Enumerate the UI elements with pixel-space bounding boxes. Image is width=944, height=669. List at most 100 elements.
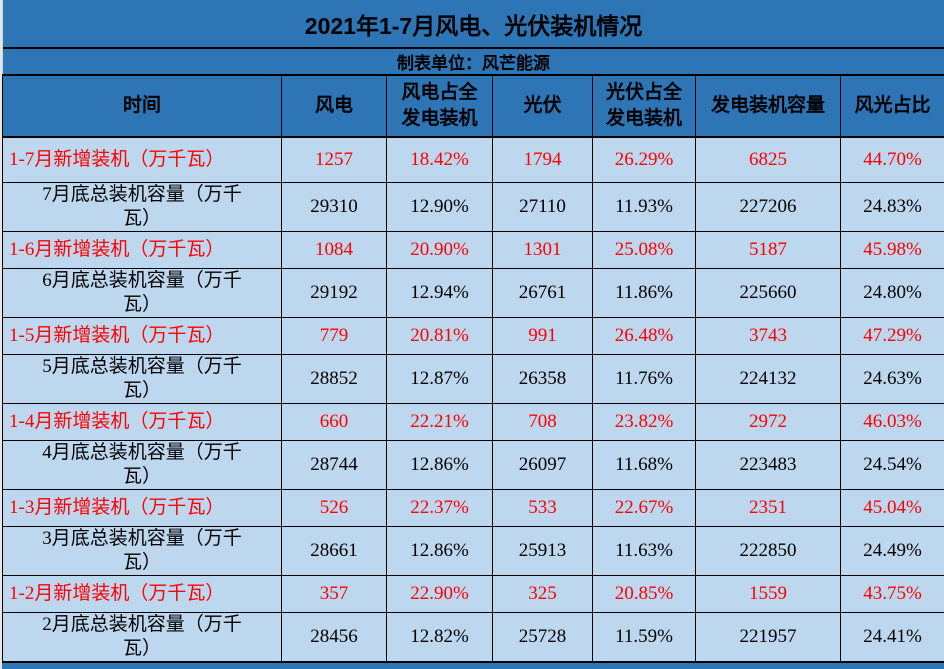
value-cell: 2972 — [695, 402, 841, 441]
table-title: 2021年1-7月风电、光伏装机情况 — [2, 0, 944, 49]
value-cell: 11.86% — [592, 267, 696, 318]
value-cell: 25.08% — [592, 230, 696, 269]
value-cell: 6825 — [695, 136, 841, 183]
row-label: 1-6月新增装机（万千瓦） — [2, 230, 282, 269]
row-label: 1-2月新增装机（万千瓦） — [2, 574, 282, 613]
value-cell: 227206 — [695, 181, 841, 232]
value-cell: 25728 — [492, 611, 593, 662]
title-row: 2021年1-7月风电、光伏装机情况 — [2, 0, 944, 49]
row-label: 4月底总装机容量（万千 瓦） — [2, 439, 282, 490]
row-label: 6月底总装机容量（万千 瓦） — [2, 267, 282, 318]
value-cell: 23.82% — [592, 402, 696, 441]
row-label: 5月底总装机容量（万千 瓦） — [2, 353, 282, 404]
value-cell: 222850 — [695, 525, 841, 576]
table-row-new-installs: 1-3月新增装机（万千瓦） 526 22.37% 533 22.67% 2351 45.04… — [2, 488, 944, 527]
value-cell: 5187 — [695, 230, 841, 269]
value-cell: 44.70% — [840, 136, 944, 183]
value-cell: 26761 — [492, 267, 593, 318]
col-header-wind-share: 风电占全 发电装机 — [386, 74, 493, 138]
row-label: 1-5月新增装机（万千瓦） — [2, 316, 282, 355]
table-row-cumulative: 7月底总装机容量（万千 瓦） 29310 12.90% 27110 11.93% 2272… — [2, 181, 944, 232]
value-cell: 26.48% — [592, 316, 696, 355]
value-cell: 24.63% — [840, 353, 944, 404]
value-cell: 224132 — [695, 353, 841, 404]
value-cell: 26.29% — [592, 136, 696, 183]
value-cell: 28744 — [281, 439, 387, 490]
value-cell: 221957 — [695, 611, 841, 662]
col-header-total-capacity: 发电装机容量 — [695, 74, 841, 138]
value-cell: 1084 — [281, 230, 387, 269]
value-cell: 24.41% — [840, 611, 944, 662]
row-label: 2月底总装机容量（万千 瓦） — [2, 611, 282, 662]
row-label: 3月底总装机容量（万千 瓦） — [2, 525, 282, 576]
row-label: 7月底总装机容量（万千 瓦） — [2, 181, 282, 232]
col-header-wind-solar-share: 风光占比 — [840, 74, 944, 138]
row-label: 1-4月新增装机（万千瓦） — [2, 402, 282, 441]
value-cell: 24.54% — [840, 439, 944, 490]
value-cell: 660 — [281, 402, 387, 441]
value-cell: 225660 — [695, 267, 841, 318]
value-cell: 1257 — [281, 136, 387, 183]
value-cell: 27110 — [492, 181, 593, 232]
value-cell: 18.42% — [386, 136, 493, 183]
table-row-new-installs: 1-5月新增装机（万千瓦） 779 20.81% 991 26.48% 3743 47.29… — [2, 316, 944, 355]
value-cell: 708 — [492, 402, 593, 441]
value-cell: 22.67% — [592, 488, 696, 527]
value-cell: 24.83% — [840, 181, 944, 232]
value-cell: 47.29% — [840, 316, 944, 355]
table-row-new-installs: 1-7月新增装机（万千瓦） 1257 18.42% 1794 26.29% 6825 44.… — [2, 136, 944, 183]
table-row-new-installs: 1-2月新增装机（万千瓦） 357 22.90% 325 20.85% 1559 43.75… — [2, 574, 944, 613]
table-row-cumulative: 3月底总装机容量（万千 瓦） 28661 12.86% 25913 11.63% 2228… — [2, 525, 944, 576]
value-cell: 2351 — [695, 488, 841, 527]
column-header-row: 时间 风电 风电占全 发电装机 光伏 光伏占全 发电装机 发电装机容量 风光占比 — [2, 74, 944, 138]
value-cell: 1301 — [492, 230, 593, 269]
value-cell: 12.87% — [386, 353, 493, 404]
value-cell: 11.68% — [592, 439, 696, 490]
col-header-wind: 风电 — [281, 74, 387, 138]
value-cell: 12.90% — [386, 181, 493, 232]
table-row-cumulative: 4月底总装机容量（万千 瓦） 28744 12.86% 26097 11.68% 2234… — [2, 439, 944, 490]
value-cell: 24.80% — [840, 267, 944, 318]
value-cell: 223483 — [695, 439, 841, 490]
table-row-cumulative: 2月底总装机容量（万千 瓦） 28456 12.82% 25728 11.59% 2219… — [2, 611, 944, 662]
value-cell: 29310 — [281, 181, 387, 232]
value-cell: 12.82% — [386, 611, 493, 662]
footer-strip — [2, 661, 944, 669]
value-cell: 11.63% — [592, 525, 696, 576]
value-cell: 1559 — [695, 574, 841, 613]
value-cell: 26358 — [492, 353, 593, 404]
col-header-solar-share: 光伏占全 发电装机 — [592, 74, 696, 138]
value-cell: 12.86% — [386, 439, 493, 490]
value-cell: 12.94% — [386, 267, 493, 318]
value-cell: 991 — [492, 316, 593, 355]
value-cell: 357 — [281, 574, 387, 613]
value-cell: 12.86% — [386, 525, 493, 576]
value-cell: 45.98% — [840, 230, 944, 269]
value-cell: 20.81% — [386, 316, 493, 355]
table-row-new-installs: 1-6月新增装机（万千瓦） 1084 20.90% 1301 25.08% 5187 45.… — [2, 230, 944, 269]
value-cell: 24.49% — [840, 525, 944, 576]
subtitle-row: 制表单位：风芒能源 — [2, 48, 944, 76]
table-row-cumulative: 5月底总装机容量（万千 瓦） 28852 12.87% 26358 11.76% 2241… — [2, 353, 944, 404]
table-subtitle: 制表单位：风芒能源 — [2, 48, 944, 76]
col-header-time: 时间 — [2, 74, 282, 138]
value-cell: 779 — [281, 316, 387, 355]
value-cell: 26097 — [492, 439, 593, 490]
value-cell: 20.90% — [386, 230, 493, 269]
value-cell: 1794 — [492, 136, 593, 183]
value-cell: 28852 — [281, 353, 387, 404]
value-cell: 45.04% — [840, 488, 944, 527]
value-cell: 325 — [492, 574, 593, 613]
value-cell: 3743 — [695, 316, 841, 355]
col-header-solar: 光伏 — [492, 74, 593, 138]
value-cell: 11.76% — [592, 353, 696, 404]
value-cell: 22.21% — [386, 402, 493, 441]
row-label: 1-7月新增装机（万千瓦） — [2, 136, 282, 183]
value-cell: 43.75% — [840, 574, 944, 613]
value-cell: 11.93% — [592, 181, 696, 232]
table-row-new-installs: 1-4月新增装机（万千瓦） 660 22.21% 708 23.82% 2972 46.03… — [2, 402, 944, 441]
value-cell: 20.85% — [592, 574, 696, 613]
value-cell: 28456 — [281, 611, 387, 662]
